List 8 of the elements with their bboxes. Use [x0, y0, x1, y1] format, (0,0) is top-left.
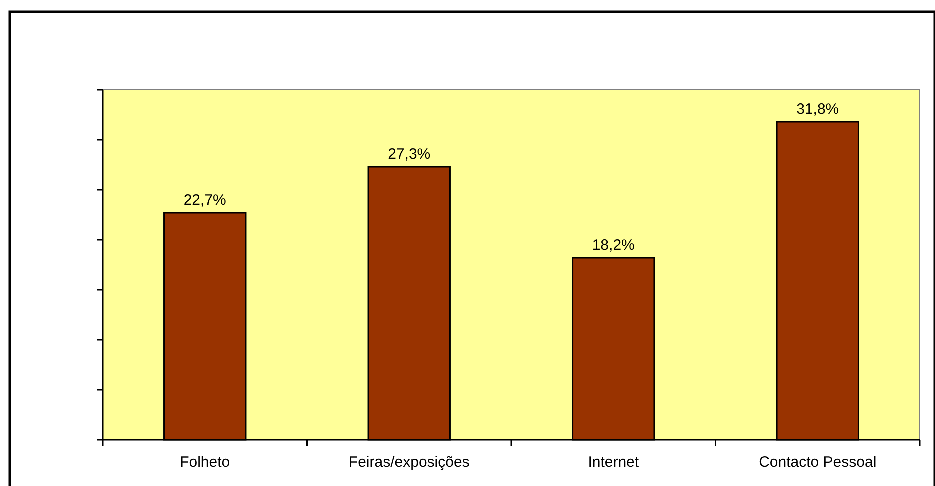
x-tick-label: Feiras/exposições	[348, 454, 470, 471]
x-tick-label: Internet	[588, 454, 640, 471]
data-label: 18,2%	[592, 237, 635, 254]
data-label: 27,3%	[388, 146, 431, 163]
data-label: 31,8%	[796, 101, 840, 118]
x-tick-label: Contacto Pessoal	[759, 454, 877, 471]
data-label: 22,7%	[184, 192, 226, 209]
x-tick-label: Folheto	[180, 454, 230, 471]
